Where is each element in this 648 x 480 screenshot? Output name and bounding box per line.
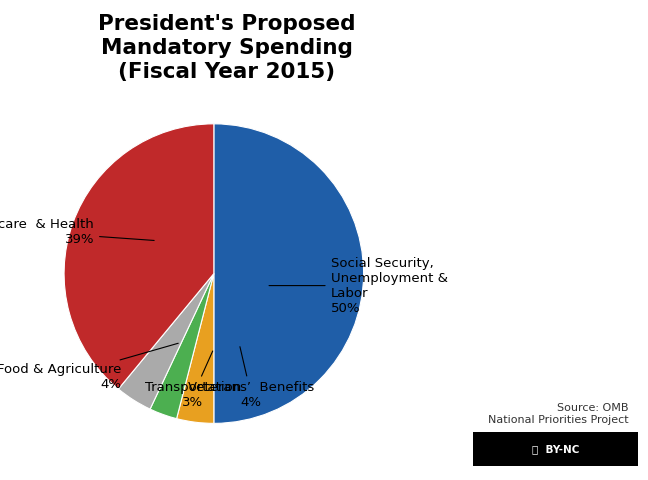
Wedge shape: [177, 274, 214, 423]
Text: Transportation
3%: Transportation 3%: [145, 351, 241, 409]
Wedge shape: [214, 124, 364, 423]
Wedge shape: [119, 274, 214, 409]
Wedge shape: [150, 274, 214, 419]
Text: President's Proposed
Mandatory Spending
(Fiscal Year 2015): President's Proposed Mandatory Spending …: [98, 14, 356, 83]
Text: Medicare  & Health
39%: Medicare & Health 39%: [0, 217, 154, 246]
Text: Food & Agriculture
4%: Food & Agriculture 4%: [0, 343, 178, 392]
Wedge shape: [64, 124, 214, 389]
Text: Social Security,
Unemployment &
Labor
50%: Social Security, Unemployment & Labor 50…: [269, 257, 448, 314]
Text: Ⓒ  BY-NC: Ⓒ BY-NC: [532, 444, 579, 454]
Text: Source: OMB
National Priorities Project: Source: OMB National Priorities Project: [488, 403, 629, 425]
Text: Veterans’  Benefits
4%: Veterans’ Benefits 4%: [188, 347, 314, 409]
